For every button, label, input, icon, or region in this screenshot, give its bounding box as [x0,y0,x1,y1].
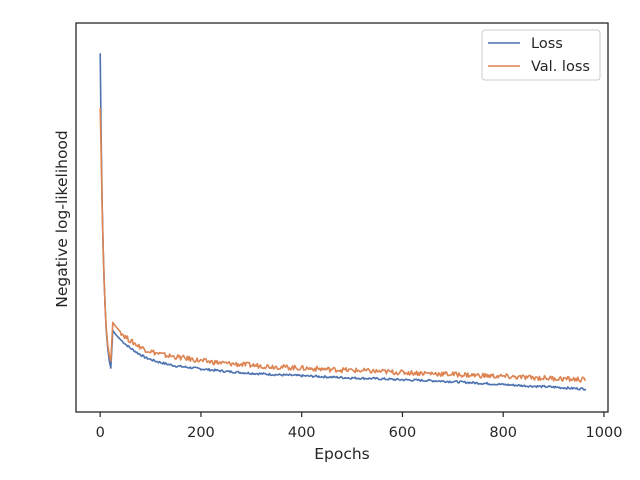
x-tick-label: 1000 [586,425,623,441]
series-line-loss [99,53,587,391]
legend: Loss Val. loss [481,29,601,81]
y-axis-label: Negative log-likelihood [53,130,71,308]
legend-label-val-loss: Val. loss [531,59,590,75]
series-line-val-loss [99,107,586,383]
x-tick-label: 0 [96,425,105,441]
legend-label-loss: Loss [531,36,563,52]
x-tick-label: 400 [288,425,316,441]
plot-frame [75,22,609,413]
plot-lines [99,53,587,391]
x-axis-label: Epochs [314,445,370,463]
x-axis-ticks: 0 200 400 600 800 1000 [96,412,623,441]
x-tick-label: 800 [489,425,517,441]
x-tick-label: 600 [389,425,417,441]
x-tick-label: 200 [187,425,215,441]
